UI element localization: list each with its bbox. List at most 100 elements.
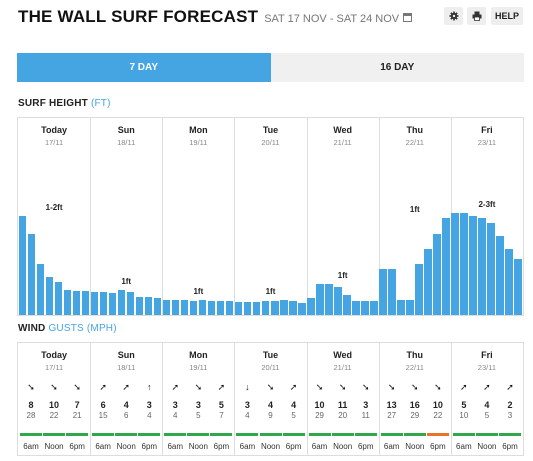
gear-icon	[449, 11, 458, 21]
wind-day-column[interactable]: Sun 18/11	[90, 343, 162, 455]
surf-day-column[interactable]: Mon 19/11	[162, 118, 234, 315]
wind-slot[interactable]: ➚ 2 3	[498, 381, 522, 420]
day-name: Wed	[333, 350, 353, 360]
wind-day-column[interactable]: Fri 23/11	[451, 343, 523, 455]
wind-rating-bar	[452, 433, 475, 436]
surf-day-column[interactable]: Sun 18/11	[90, 118, 162, 315]
wind-day-column[interactable]: Today 17/11	[18, 343, 90, 455]
wind-rating-bar	[210, 433, 233, 436]
time-label: Noon	[44, 442, 64, 451]
wind-slot[interactable]: ➘ 3 11	[354, 381, 378, 420]
surf-bar	[153, 298, 162, 315]
wind-day-column[interactable]: Mon 19/11	[162, 343, 234, 455]
day-date: 22/11	[405, 138, 424, 147]
wind-slot[interactable]: ➘ 4 9	[259, 381, 283, 420]
surf-bar	[388, 269, 396, 315]
wind-slot[interactable]: ➚ 5 10	[452, 381, 476, 420]
wind-rating-bar	[164, 433, 187, 436]
wind-slot[interactable]: ➘ 7 21	[65, 381, 89, 420]
wind-gust: 27	[387, 411, 397, 420]
wind-slot[interactable]: ➘ 10 22	[426, 381, 450, 420]
day-date: 23/11	[477, 363, 497, 372]
day-divider	[378, 118, 380, 315]
time-label: 6am	[95, 442, 111, 451]
date-range[interactable]: SAT 17 NOV - SAT 24 NOV	[264, 13, 400, 25]
surf-day-column[interactable]: Tue 20/11	[234, 118, 306, 315]
wind-slot[interactable]: ➚ 4 5	[475, 381, 499, 420]
surf-bar	[433, 233, 441, 315]
wind-slot[interactable]: ➘ 16 29	[403, 381, 427, 420]
wind-direction-arrow-icon: ➘	[434, 382, 442, 392]
wind-slot[interactable]: ➘ 3 5	[186, 381, 210, 420]
surf-bar	[117, 289, 126, 315]
surf-bar	[225, 301, 234, 315]
day-name: Today	[41, 125, 67, 135]
day-name: Thu	[406, 350, 424, 360]
tab-16-day[interactable]: 16 DAY	[270, 53, 524, 82]
surf-height-label: 2-3ft	[478, 200, 496, 210]
day-name: Sun	[117, 350, 135, 360]
surf-bar	[99, 292, 108, 315]
day-divider	[306, 118, 308, 315]
surf-height-label: 1ft	[265, 286, 276, 296]
surf-bar	[271, 300, 279, 315]
wind-speed: 16	[409, 400, 420, 410]
wind-gust: 4	[173, 411, 178, 420]
wind-slot[interactable]: ➚ 5 7	[209, 381, 233, 420]
wind-slot[interactable]: ➘ 10 22	[42, 381, 66, 420]
surf-bar	[180, 299, 189, 315]
day-name: Fri	[481, 125, 493, 135]
wind-rating-bar	[43, 433, 66, 436]
wind-slot[interactable]: ➘ 8 28	[19, 381, 43, 420]
surf-day-column[interactable]: Wed 21/11	[307, 118, 379, 315]
settings-button[interactable]	[444, 7, 463, 25]
wind-slot[interactable]: ➚ 6 15	[91, 381, 115, 420]
tab-7-day[interactable]: 7 DAY	[17, 53, 271, 82]
calendar-icon[interactable]	[403, 13, 413, 22]
surf-bar	[298, 302, 306, 315]
wind-slot[interactable]: ↓ 3 4	[235, 381, 259, 420]
wind-direction-arrow-icon: ➘	[361, 382, 370, 392]
wind-speed: 11	[337, 400, 348, 410]
surf-bar	[108, 292, 117, 315]
wind-direction-arrow-icon: ↓	[245, 382, 250, 392]
day-date: 18/11	[117, 138, 136, 147]
time-label: 6pm	[213, 442, 230, 451]
wind-direction-arrow-icon: ➘	[387, 382, 396, 392]
wind-slot[interactable]: ➚ 4 5	[282, 381, 306, 420]
day-name: Tue	[262, 125, 279, 135]
wind-gust: 22	[49, 411, 59, 420]
wind-rating-bar	[308, 433, 331, 436]
surf-bar	[81, 291, 90, 315]
wind-speed: 10	[432, 400, 443, 410]
surf-day-column[interactable]: Today 17/11	[18, 118, 90, 315]
wind-slot[interactable]: ➘ 13 27	[380, 381, 404, 420]
surf-day-column[interactable]: Thu 22/11	[379, 118, 451, 315]
wind-speed: 8	[28, 400, 34, 410]
wind-rating-bar	[331, 433, 354, 436]
wind-gust: 29	[315, 411, 324, 420]
wind-rating-bar	[19, 433, 42, 436]
surf-bar	[496, 236, 504, 315]
wind-rating-bar	[475, 433, 498, 436]
wind-direction-arrow-icon: ➘	[338, 382, 347, 392]
wind-day-column[interactable]: Wed 21/11	[307, 343, 379, 455]
wind-rating-bar	[259, 433, 282, 436]
wind-speed: 7	[74, 400, 80, 410]
day-date: 17/11	[44, 363, 64, 372]
wind-gust: 22	[433, 411, 443, 420]
surf-bar	[171, 299, 180, 315]
wind-slot[interactable]: ➚ 3 4	[163, 381, 187, 420]
print-button[interactable]	[467, 7, 486, 25]
wind-slot[interactable]: ➘ 10 29	[308, 381, 332, 420]
wind-speed: 3	[363, 400, 369, 410]
help-button[interactable]: HELP	[491, 7, 523, 25]
surf-bar	[126, 292, 135, 315]
wind-slot[interactable]: ➘ 11 20	[331, 381, 355, 420]
wind-day-column[interactable]: Tue 20/11	[234, 343, 306, 455]
wind-slot[interactable]: ↑ 3 4	[137, 381, 161, 420]
surf-bar	[406, 299, 414, 315]
wind-day-column[interactable]: Thu 22/11	[379, 343, 451, 455]
wind-slot[interactable]: ➚ 4 6	[114, 381, 138, 420]
surf-day-column[interactable]: Fri 23/11	[451, 118, 523, 315]
